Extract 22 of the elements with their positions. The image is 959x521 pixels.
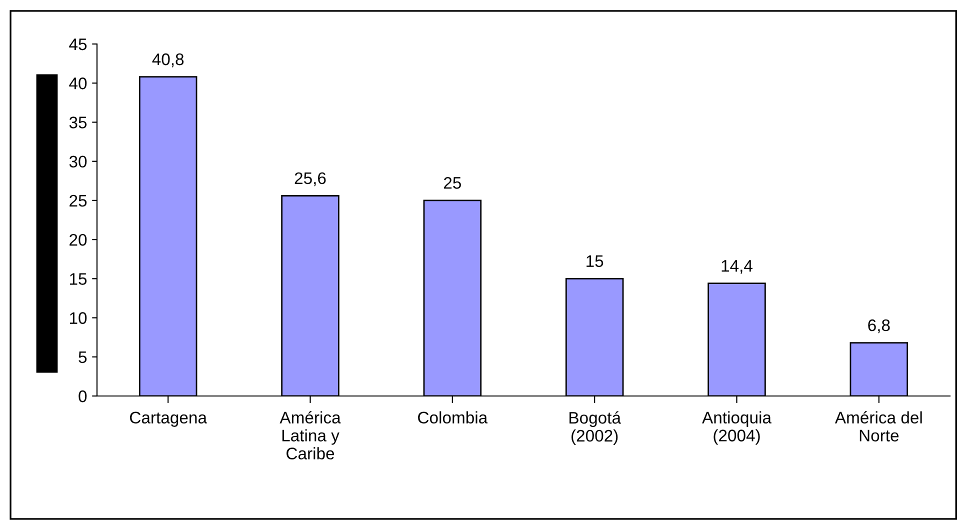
data-label: 6,8 [868,319,890,334]
x-tick-label: Colombia [418,411,488,424]
x-tick-label: Antioquia (2004) [702,411,772,445]
y-tick-label: 5 [78,351,87,364]
data-label: 40,8 [152,53,184,68]
y-tick-label: 15 [70,273,87,285]
data-label: 25 [444,177,461,189]
y-tick-label: 0 [78,390,87,402]
y-tick-label: 35 [69,116,87,128]
x-tick-label: Bogotá (2002) [570,411,621,445]
y-tick-label: 25 [70,194,87,207]
y-tick-label: 30 [69,156,87,168]
x-tick-label: América del Norte [834,411,922,442]
x-tick-label: Cartagena [130,412,207,427]
data-label: 14,4 [722,260,752,274]
y-tick-label: 20 [70,234,87,246]
data-label: 25,6 [294,172,326,186]
y-tick-label: 45 [69,38,87,50]
y-tick-label: 40 [69,78,87,90]
x-tick-label: América Latina y Caribe [280,411,341,460]
y-tick-label: 10 [70,312,87,324]
data-label: 15 [586,255,604,268]
